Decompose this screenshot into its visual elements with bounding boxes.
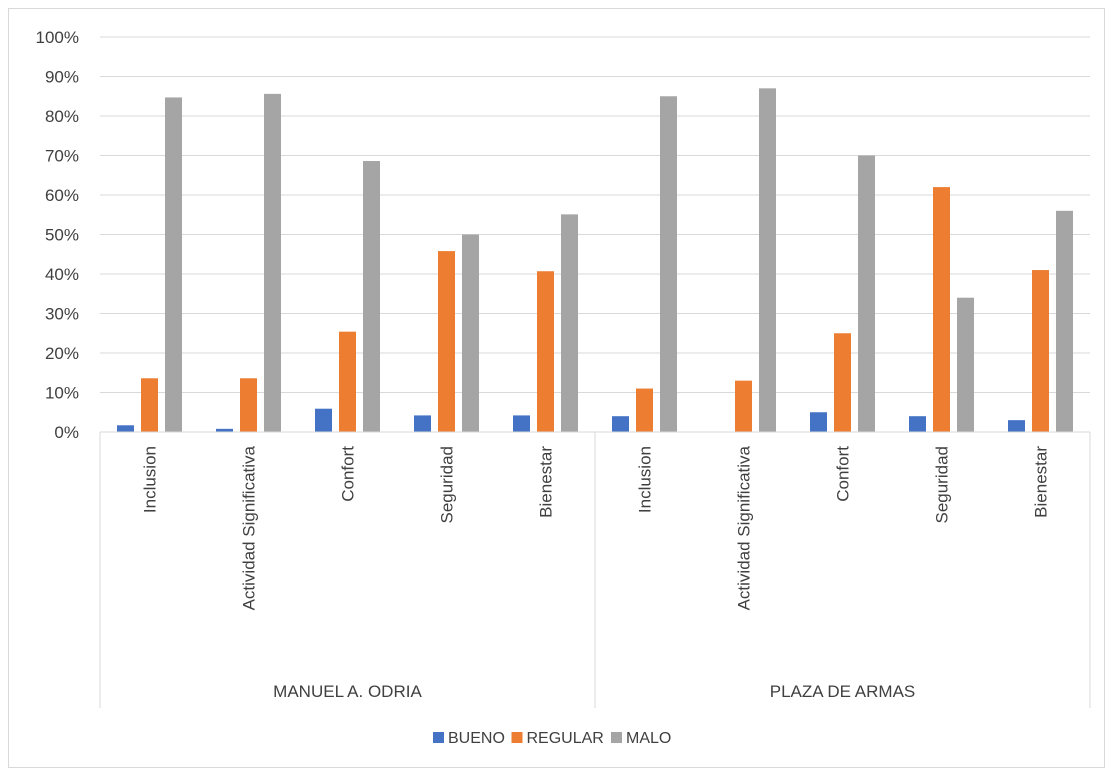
bar-regular <box>537 271 554 432</box>
bar-malo <box>462 234 479 432</box>
bar-malo <box>363 161 380 432</box>
bar-bueno <box>1008 420 1025 432</box>
category-label: Bienestar <box>1032 446 1051 518</box>
bar-regular <box>735 380 752 432</box>
y-tick-label: 100% <box>36 28 79 47</box>
y-tick-label: 50% <box>45 226 79 245</box>
y-tick-label: 20% <box>45 344 79 363</box>
bar-regular <box>1032 270 1049 432</box>
bar-malo <box>1056 210 1073 432</box>
legend-label: BUENO <box>448 730 505 747</box>
group-label: MANUEL A. ODRIA <box>273 682 422 701</box>
bar-bueno <box>216 428 233 432</box>
legend-swatch-bueno <box>433 732 444 743</box>
y-tick-label: 70% <box>45 147 79 166</box>
bar-bueno <box>315 408 332 432</box>
y-tick-label: 80% <box>45 107 79 126</box>
category-label: Confort <box>834 446 853 502</box>
y-tick-label: 60% <box>45 186 79 205</box>
category-label: Inclusion <box>141 446 160 513</box>
bar-bueno <box>117 425 134 432</box>
bar-regular <box>339 331 356 432</box>
legend-label: REGULAR <box>527 730 604 747</box>
chart-area <box>8 8 1105 768</box>
category-label: Inclusion <box>636 446 655 513</box>
legend-swatch-regular <box>511 732 523 743</box>
y-tick-label: 10% <box>45 384 79 403</box>
y-tick-label: 40% <box>45 265 79 284</box>
bar-bueno <box>513 415 530 432</box>
bar-bueno <box>909 416 926 432</box>
legend-label: MALO <box>626 730 671 747</box>
bar-malo <box>858 155 875 432</box>
bar-bueno <box>810 412 827 432</box>
y-tick-label: 0% <box>54 423 79 442</box>
bar-malo <box>165 97 182 432</box>
category-label: Seguridad <box>438 446 457 524</box>
bar-malo <box>264 93 281 432</box>
bar-bueno <box>612 416 629 432</box>
bar-malo <box>759 88 776 432</box>
y-tick-label: 30% <box>45 305 79 324</box>
bar-regular <box>240 378 257 432</box>
category-label: Bienestar <box>537 446 556 518</box>
bar-regular <box>141 378 158 432</box>
bar-regular <box>636 388 653 432</box>
category-label: Confort <box>339 446 358 502</box>
bar-malo <box>660 96 677 432</box>
bar-regular <box>834 333 851 432</box>
category-label: Seguridad <box>933 446 952 524</box>
bar-malo <box>561 214 578 432</box>
bar-regular <box>438 251 455 432</box>
legend-swatch-malo <box>611 732 622 743</box>
bar-regular <box>933 187 950 432</box>
y-tick-label: 90% <box>45 68 79 87</box>
bar-malo <box>957 297 974 432</box>
category-label: Actividad Significativa <box>240 445 259 610</box>
bar-bueno <box>414 415 431 432</box>
group-label: PLAZA DE ARMAS <box>770 682 916 701</box>
category-label: Actividad Significativa <box>735 445 754 610</box>
